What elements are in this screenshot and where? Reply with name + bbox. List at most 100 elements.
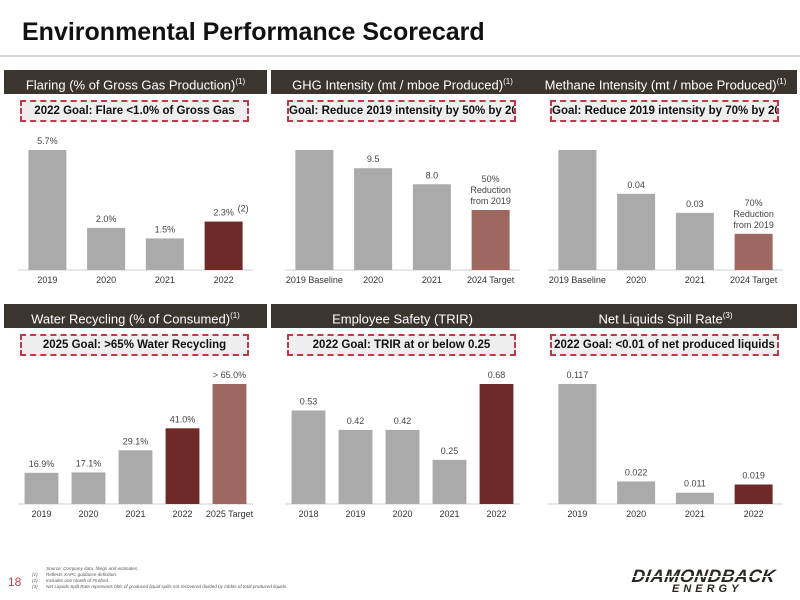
bar bbox=[291, 410, 326, 504]
tick-label: 2021 bbox=[685, 509, 705, 519]
panel-header: GHG Intensity (mt / mboe Produced)(1) bbox=[271, 70, 534, 94]
tick-label: 2022 bbox=[486, 509, 506, 519]
bar bbox=[412, 184, 451, 270]
tick-label: 2019 bbox=[37, 275, 57, 285]
panel-header: Methane Intensity (mt / mboe Produced)(1… bbox=[534, 70, 797, 94]
bar bbox=[212, 384, 247, 504]
data-label: 2.0% bbox=[96, 214, 117, 224]
data-label: 2.3% bbox=[213, 208, 234, 218]
data-label: 16.9% bbox=[29, 459, 55, 469]
panel-header: Employee Safety (TRIR) bbox=[271, 304, 534, 328]
data-label: 0.011 bbox=[684, 479, 706, 489]
tick-label: 2021 bbox=[155, 275, 175, 285]
bar bbox=[558, 150, 597, 270]
panel-water-recycling: Water Recycling (% of Consumed)(1) 2025 … bbox=[4, 304, 267, 526]
panel-header-text: Water Recycling (% of Consumed) bbox=[31, 311, 231, 327]
bar bbox=[24, 472, 59, 504]
footnote-text: Includes one month of Firebird. bbox=[46, 578, 110, 583]
water-recycling-chart: 2019 16.9% 2020 17.1% 2021 29.1% 2022 41.0% 2025… bbox=[18, 370, 254, 519]
tick-label: 2020 bbox=[392, 509, 412, 519]
tick-label: 2020 bbox=[626, 509, 646, 519]
bar bbox=[118, 450, 153, 504]
data-label: 5.7% bbox=[37, 136, 58, 146]
panel-header-text: Employee Safety (TRIR) bbox=[332, 311, 473, 327]
tick-label: 2025 Target bbox=[206, 509, 254, 519]
tick-label: 2021 bbox=[125, 509, 145, 519]
panel-ghg-intensity: GHG Intensity (mt / mboe Produced)(1) Go… bbox=[271, 70, 534, 292]
tick-label: 2020 bbox=[626, 275, 646, 285]
footnote-line: (1) Reflects XAPC guidance definition. bbox=[32, 572, 288, 578]
goal-box: 2022 Goal: TRIR at or below 0.25 bbox=[287, 334, 516, 356]
tick-label: 2022 bbox=[214, 275, 234, 285]
logo-stripe bbox=[632, 576, 797, 577]
panel-methane-intensity: Methane Intensity (mt / mboe Produced)(1… bbox=[534, 70, 797, 292]
tick-label: 2020 bbox=[96, 275, 116, 285]
tick-label: 2022 bbox=[172, 509, 192, 519]
bar bbox=[675, 212, 714, 270]
data-label: 70% bbox=[745, 198, 763, 208]
data-label: 8.0 bbox=[426, 170, 439, 180]
data-label: 0.04 bbox=[627, 180, 645, 190]
goal-box: Goal: Reduce 2019 intensity by 50% by 20… bbox=[287, 100, 516, 122]
panel-header: Net Liquids Spill Rate(3) bbox=[534, 304, 797, 328]
tick-label: 2021 bbox=[439, 509, 459, 519]
tick-label: 2018 bbox=[298, 509, 318, 519]
footnote-line: (3) Net Liquids Spill Rate represents bbl… bbox=[32, 584, 288, 590]
footnote-line: (2) Includes one month of Firebird. bbox=[32, 578, 288, 584]
data-label: 0.03 bbox=[686, 199, 704, 209]
bar bbox=[675, 492, 714, 504]
panel-header-footnote: (1) bbox=[776, 77, 787, 86]
tick-label: 2019 Baseline bbox=[549, 275, 606, 285]
bar bbox=[165, 428, 200, 504]
bar bbox=[28, 150, 67, 270]
panel-header-footnote: (1) bbox=[235, 77, 246, 86]
footnote-text: Net Liquids Spill Rate represents bbls o… bbox=[46, 584, 288, 589]
bar bbox=[617, 481, 656, 504]
data-label: Reduction bbox=[733, 209, 774, 219]
footnote-number: (3) bbox=[32, 584, 38, 589]
footnote-line: Source: Company data, filings and estima… bbox=[32, 566, 288, 572]
data-label: 0.117 bbox=[566, 370, 588, 380]
tick-label: 2024 Target bbox=[730, 275, 778, 285]
panel-flaring: Flaring (% of Gross Gas Production)(1) 2… bbox=[4, 70, 267, 292]
page-title: Environmental Performance Scorecard bbox=[22, 18, 485, 46]
title-divider bbox=[0, 55, 800, 57]
bar bbox=[338, 429, 373, 504]
footnote-text: Source: Company data, filings and estima… bbox=[46, 566, 139, 571]
bar bbox=[71, 472, 106, 504]
data-label-footnote: (2) bbox=[238, 204, 249, 214]
bar bbox=[617, 193, 656, 270]
bar bbox=[471, 210, 510, 270]
bar bbox=[354, 168, 393, 270]
panel-employee-safety: Employee Safety (TRIR) 2022 Goal: TRIR a… bbox=[271, 304, 534, 526]
data-label: 0.42 bbox=[347, 416, 365, 426]
bar bbox=[295, 150, 334, 270]
data-label: 29.1% bbox=[123, 436, 149, 446]
data-label: 50% bbox=[482, 174, 500, 184]
tick-label: 2019 bbox=[345, 509, 365, 519]
data-label: > 65.0% bbox=[213, 370, 246, 380]
bar bbox=[145, 238, 184, 270]
footnote-text: Reflects XAPC guidance definition. bbox=[46, 572, 118, 577]
bar bbox=[385, 429, 420, 504]
footnote-number: (2) bbox=[32, 578, 38, 583]
company-logo: DIAMONDBACK ENERGY bbox=[631, 566, 797, 596]
tick-label: 2019 Baseline bbox=[286, 275, 343, 285]
data-label: from 2019 bbox=[733, 220, 774, 230]
ghg-chart: 2019 Baseline 2020 9.5 2021 8.0 2024 Target 50… bbox=[285, 150, 520, 285]
bar bbox=[734, 484, 773, 504]
data-label: 0.25 bbox=[441, 446, 459, 456]
bar bbox=[87, 227, 126, 270]
data-label: Reduction bbox=[470, 185, 511, 195]
flaring-chart: 2019 5.7% 2020 2.0% 2021 1.5% 2022 2.3% (2) bbox=[18, 136, 253, 285]
data-label: 0.53 bbox=[300, 396, 318, 406]
panel-header-text: Net Liquids Spill Rate bbox=[598, 311, 723, 327]
logo-subtitle: ENERGY bbox=[672, 583, 743, 595]
goal-box: Goal: Reduce 2019 intensity by 70% by 20… bbox=[550, 100, 779, 122]
tick-label: 2020 bbox=[78, 509, 98, 519]
goal-box: 2022 Goal: Flare <1.0% of Gross Gas bbox=[20, 100, 249, 122]
tick-label: 2020 bbox=[363, 275, 383, 285]
spill-rate-chart: 2019 0.117 2020 0.022 2021 0.011 2022 0.019 bbox=[548, 370, 783, 519]
tick-label: 2019 bbox=[31, 509, 51, 519]
bar bbox=[734, 233, 773, 270]
